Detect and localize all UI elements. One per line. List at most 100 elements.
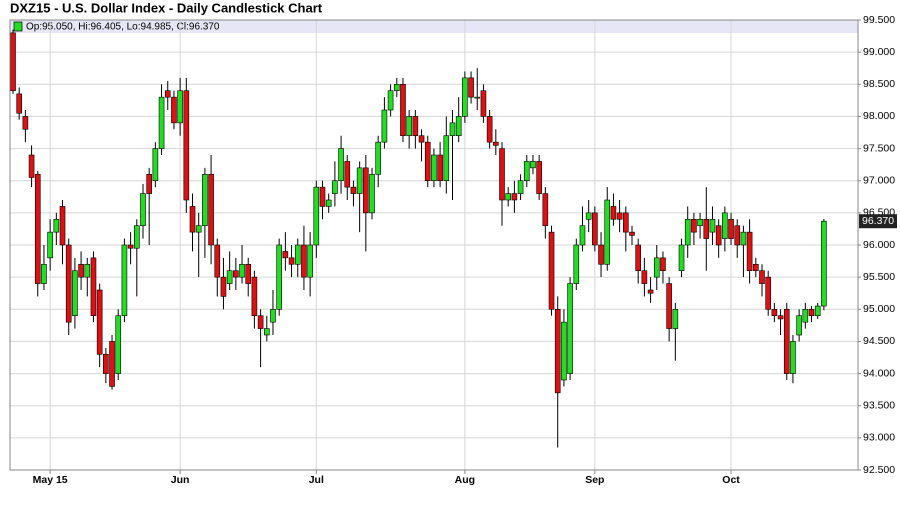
candle-body: [251, 276, 258, 317]
candle-body: [233, 270, 239, 278]
y-tick-label: 96.000: [863, 239, 895, 251]
candle-body: [140, 193, 146, 227]
candle-body: [22, 116, 29, 130]
candle-body: [579, 225, 586, 246]
candle-body: [697, 218, 703, 227]
candle-body: [257, 315, 264, 329]
candle-body: [164, 90, 171, 98]
candle-body: [41, 263, 47, 284]
candle-body: [226, 270, 233, 284]
candle-body: [16, 93, 22, 114]
y-tick-label: 98.000: [863, 110, 895, 122]
candle-body: [202, 173, 208, 227]
y-tick-label: 97.500: [863, 142, 895, 154]
y-tick-label: 95.500: [863, 271, 895, 283]
candle-body: [660, 257, 666, 272]
candle-body: [759, 270, 765, 284]
candle-body: [709, 218, 716, 233]
x-tick-label: Aug: [455, 474, 475, 486]
candle-body: [78, 263, 84, 278]
candle-body: [400, 83, 406, 137]
candle-body: [28, 154, 35, 178]
candle-body: [765, 276, 771, 310]
candle-body: [728, 218, 734, 239]
candle-body: [115, 315, 122, 374]
candle-body: [270, 308, 276, 323]
legend-swatch: [13, 21, 23, 32]
x-tick-label: Oct: [722, 474, 740, 486]
y-tick-label: 95.000: [863, 303, 895, 315]
candle-body: [189, 206, 196, 233]
y-tick-label: 94.500: [863, 335, 895, 347]
candle-body: [350, 186, 357, 194]
candle-body: [796, 315, 802, 336]
candle-body: [127, 244, 134, 249]
candle-body: [437, 154, 443, 182]
x-tick-label: May 15: [33, 474, 68, 486]
candle-body: [691, 218, 697, 233]
candle-body: [103, 353, 109, 374]
candle-body: [263, 328, 270, 336]
y-tick-label: 97.000: [863, 174, 895, 186]
candle-body: [703, 218, 710, 239]
x-tick-label: Jul: [309, 474, 324, 486]
candle-body: [530, 161, 536, 169]
candle-body: [486, 116, 493, 143]
candle-body: [90, 257, 97, 317]
candle-body: [424, 141, 431, 182]
candle-body: [604, 199, 611, 265]
candle-body: [245, 263, 252, 284]
candle-body: [715, 225, 722, 246]
y-tick-label: 92.500: [863, 464, 895, 476]
y-tick-label: 93.500: [863, 399, 895, 411]
candle-body: [554, 308, 561, 394]
candle-body: [561, 321, 567, 381]
candle-body: [647, 289, 654, 294]
candle-body: [808, 308, 815, 317]
candle-body: [239, 263, 245, 278]
candle-body: [10, 32, 16, 92]
chart-title: DXZ15 - U.S. Dollar Index - Daily Candle…: [10, 0, 323, 15]
candle-body: [363, 167, 369, 214]
candles: [10, 29, 827, 448]
candle-body: [208, 173, 214, 246]
y-tick-label: 99.500: [863, 14, 895, 26]
candle-body: [59, 206, 66, 246]
candle-body: [220, 276, 227, 297]
legend-bar: [10, 20, 858, 33]
candle-body: [548, 231, 555, 310]
candle-body: [387, 90, 394, 111]
candle-body: [666, 283, 672, 329]
last-price-tag: [859, 214, 897, 229]
candle-body: [443, 135, 450, 182]
candle-body: [746, 231, 753, 272]
candle-body: [288, 257, 295, 265]
candle-body: [493, 141, 499, 146]
candle-body: [72, 270, 78, 317]
candle-body: [678, 244, 685, 272]
candle-body: [635, 244, 641, 272]
candle-body: [480, 90, 487, 117]
candle-body: [499, 148, 505, 201]
last-price-label: 96.370: [862, 215, 894, 227]
candle-body: [53, 218, 60, 233]
candle-body: [505, 193, 512, 201]
candle-body: [777, 315, 784, 320]
candle-body: [783, 308, 790, 374]
candle-body: [462, 77, 468, 117]
candle-body: [752, 263, 759, 272]
candle-body: [301, 244, 307, 278]
candle-body: [84, 263, 91, 278]
candle-body: [431, 154, 437, 182]
candle-body: [109, 341, 115, 387]
candle-body: [684, 218, 691, 246]
candle-body: [740, 231, 747, 246]
candle-body: [183, 90, 190, 201]
candle-body: [771, 308, 778, 317]
candle-body: [790, 341, 796, 374]
candle-body: [65, 244, 72, 323]
candle-body: [722, 212, 728, 239]
